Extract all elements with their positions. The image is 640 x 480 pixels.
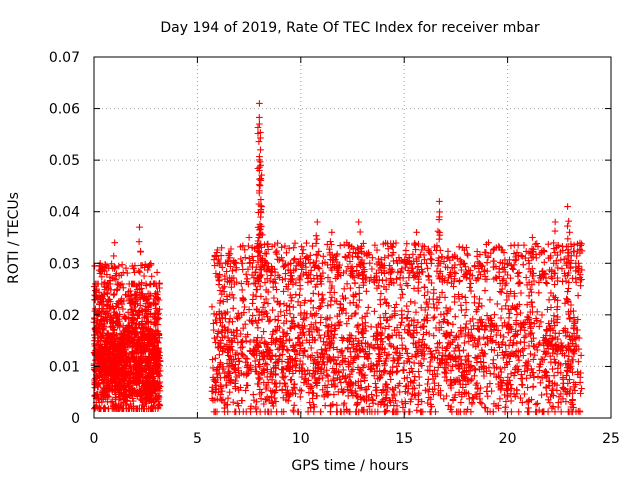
tick-layer	[93, 56, 612, 419]
x-tick-label: 5	[193, 431, 202, 447]
chart-title: Day 194 of 2019, Rate Of TEC Index for r…	[160, 20, 539, 36]
x-tick-label: 20	[499, 431, 517, 447]
y-tick-label: 0.02	[49, 308, 80, 324]
grid-layer	[94, 57, 611, 418]
x-tick-labels: 0 5 10 15 20 25	[90, 431, 620, 447]
plot-frame	[93, 56, 612, 419]
data-points	[90, 100, 586, 416]
x-tick-label: 15	[395, 431, 413, 447]
y-tick-label: 0.05	[49, 153, 80, 169]
y-tick-label: 0.07	[49, 50, 80, 66]
x-tick-label: 25	[602, 431, 620, 447]
roti-point-markers	[90, 100, 586, 416]
y-tick-label: 0.04	[49, 205, 80, 221]
y-tick-label: 0	[71, 411, 80, 427]
x-tick-label: 0	[90, 431, 99, 447]
y-axis-label: ROTI / TECUs	[6, 192, 22, 284]
x-axis-label: GPS time / hours	[291, 458, 408, 474]
y-tick-label: 0.01	[49, 359, 80, 375]
x-tick-label: 10	[292, 431, 310, 447]
y-tick-label: 0.03	[49, 256, 80, 272]
y-tick-labels: 0 0.01 0.02 0.03 0.04 0.05 0.06 0.07	[49, 50, 80, 427]
y-tick-label: 0.06	[49, 102, 80, 118]
